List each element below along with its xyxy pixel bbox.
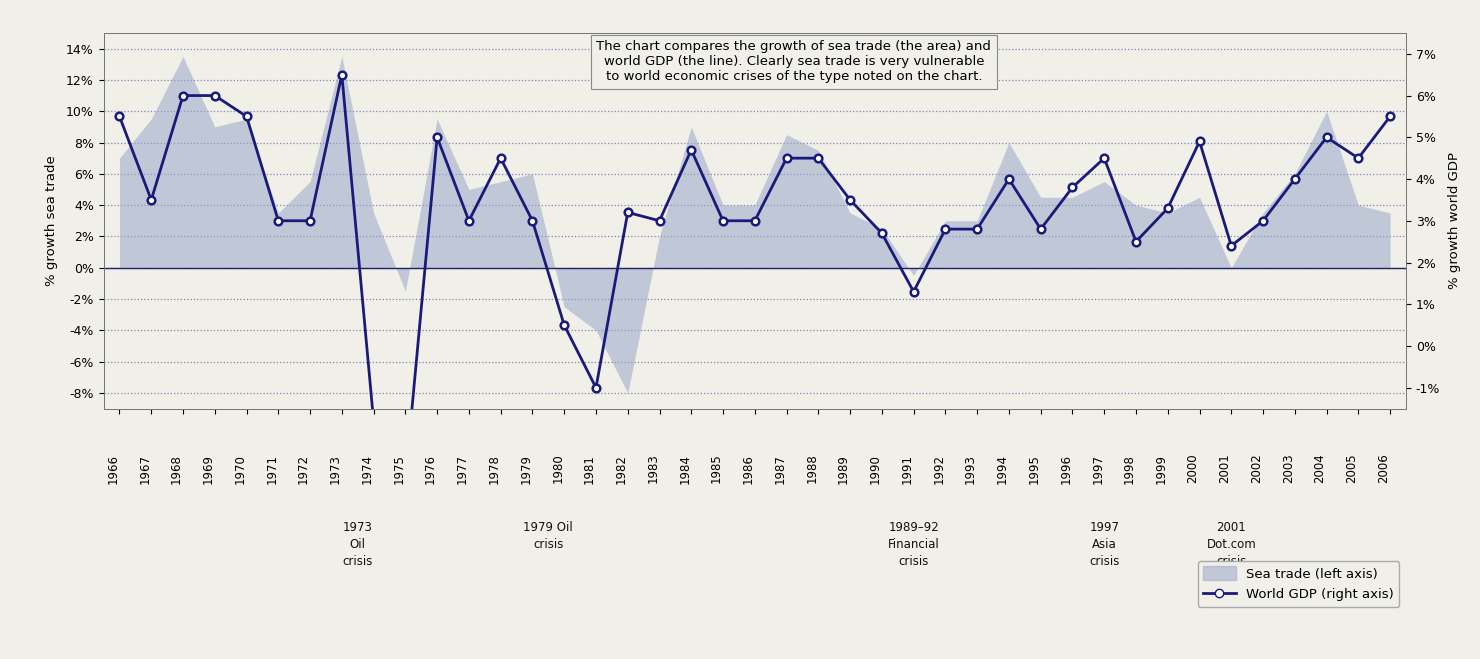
Text: 1997
Asia
crisis: 1997 Asia crisis	[1089, 521, 1119, 568]
Legend: Sea trade (left axis), World GDP (right axis): Sea trade (left axis), World GDP (right …	[1197, 561, 1400, 607]
Text: The chart compares the growth of sea trade (the area) and
world GDP (the line). : The chart compares the growth of sea tra…	[596, 40, 992, 84]
Text: 1986: 1986	[741, 453, 755, 484]
Text: 1967: 1967	[138, 453, 151, 484]
Text: 1988: 1988	[805, 453, 818, 484]
Text: 2003: 2003	[1282, 453, 1295, 483]
Text: 1987: 1987	[774, 453, 786, 484]
Text: 2005: 2005	[1345, 453, 1359, 483]
Text: 1972: 1972	[297, 453, 311, 484]
Text: 1969: 1969	[201, 453, 215, 484]
Text: 2006: 2006	[1376, 453, 1390, 484]
Text: 1999: 1999	[1154, 453, 1168, 484]
Text: 1991: 1991	[901, 453, 913, 484]
Text: 2002: 2002	[1251, 453, 1262, 484]
Text: 1980: 1980	[551, 453, 564, 484]
Text: 1994: 1994	[996, 453, 1009, 484]
Text: 1982: 1982	[614, 453, 628, 484]
Text: 1992: 1992	[932, 453, 946, 484]
Text: 1990: 1990	[869, 453, 882, 484]
Text: 1978: 1978	[488, 453, 500, 484]
Text: 1981: 1981	[583, 453, 596, 484]
Text: 1997: 1997	[1091, 453, 1104, 484]
Text: 1975: 1975	[392, 453, 406, 484]
Text: 1971: 1971	[265, 453, 278, 484]
Text: 1984: 1984	[678, 453, 691, 484]
Text: 1979 Oil
crisis: 1979 Oil crisis	[524, 521, 573, 552]
Y-axis label: % growth sea trade: % growth sea trade	[44, 156, 58, 286]
Text: 1970: 1970	[234, 453, 247, 484]
Y-axis label: % growth world GDP: % growth world GDP	[1449, 152, 1461, 289]
Text: 1977: 1977	[456, 453, 469, 484]
Text: 2000: 2000	[1187, 453, 1199, 483]
Text: 1996: 1996	[1060, 453, 1073, 484]
Text: 2001: 2001	[1218, 453, 1231, 484]
Text: 1998: 1998	[1123, 453, 1137, 484]
Text: 1966: 1966	[107, 453, 120, 484]
Text: 1993: 1993	[963, 453, 977, 484]
Text: 1989–92
Financial
crisis: 1989–92 Financial crisis	[888, 521, 940, 568]
Text: 1995: 1995	[1027, 453, 1040, 484]
Text: 1973: 1973	[329, 453, 342, 484]
Text: 2001
Dot.com
crisis: 2001 Dot.com crisis	[1206, 521, 1257, 568]
Text: 1985: 1985	[710, 453, 724, 484]
Text: 1973
Oil
crisis: 1973 Oil crisis	[342, 521, 373, 568]
Text: 1989: 1989	[838, 453, 850, 484]
Text: 1979: 1979	[519, 453, 533, 484]
Text: 1976: 1976	[425, 453, 437, 484]
Text: 2004: 2004	[1314, 453, 1326, 484]
Text: 1974: 1974	[361, 453, 373, 484]
Text: 1983: 1983	[647, 453, 660, 484]
Text: 1968: 1968	[170, 453, 184, 484]
